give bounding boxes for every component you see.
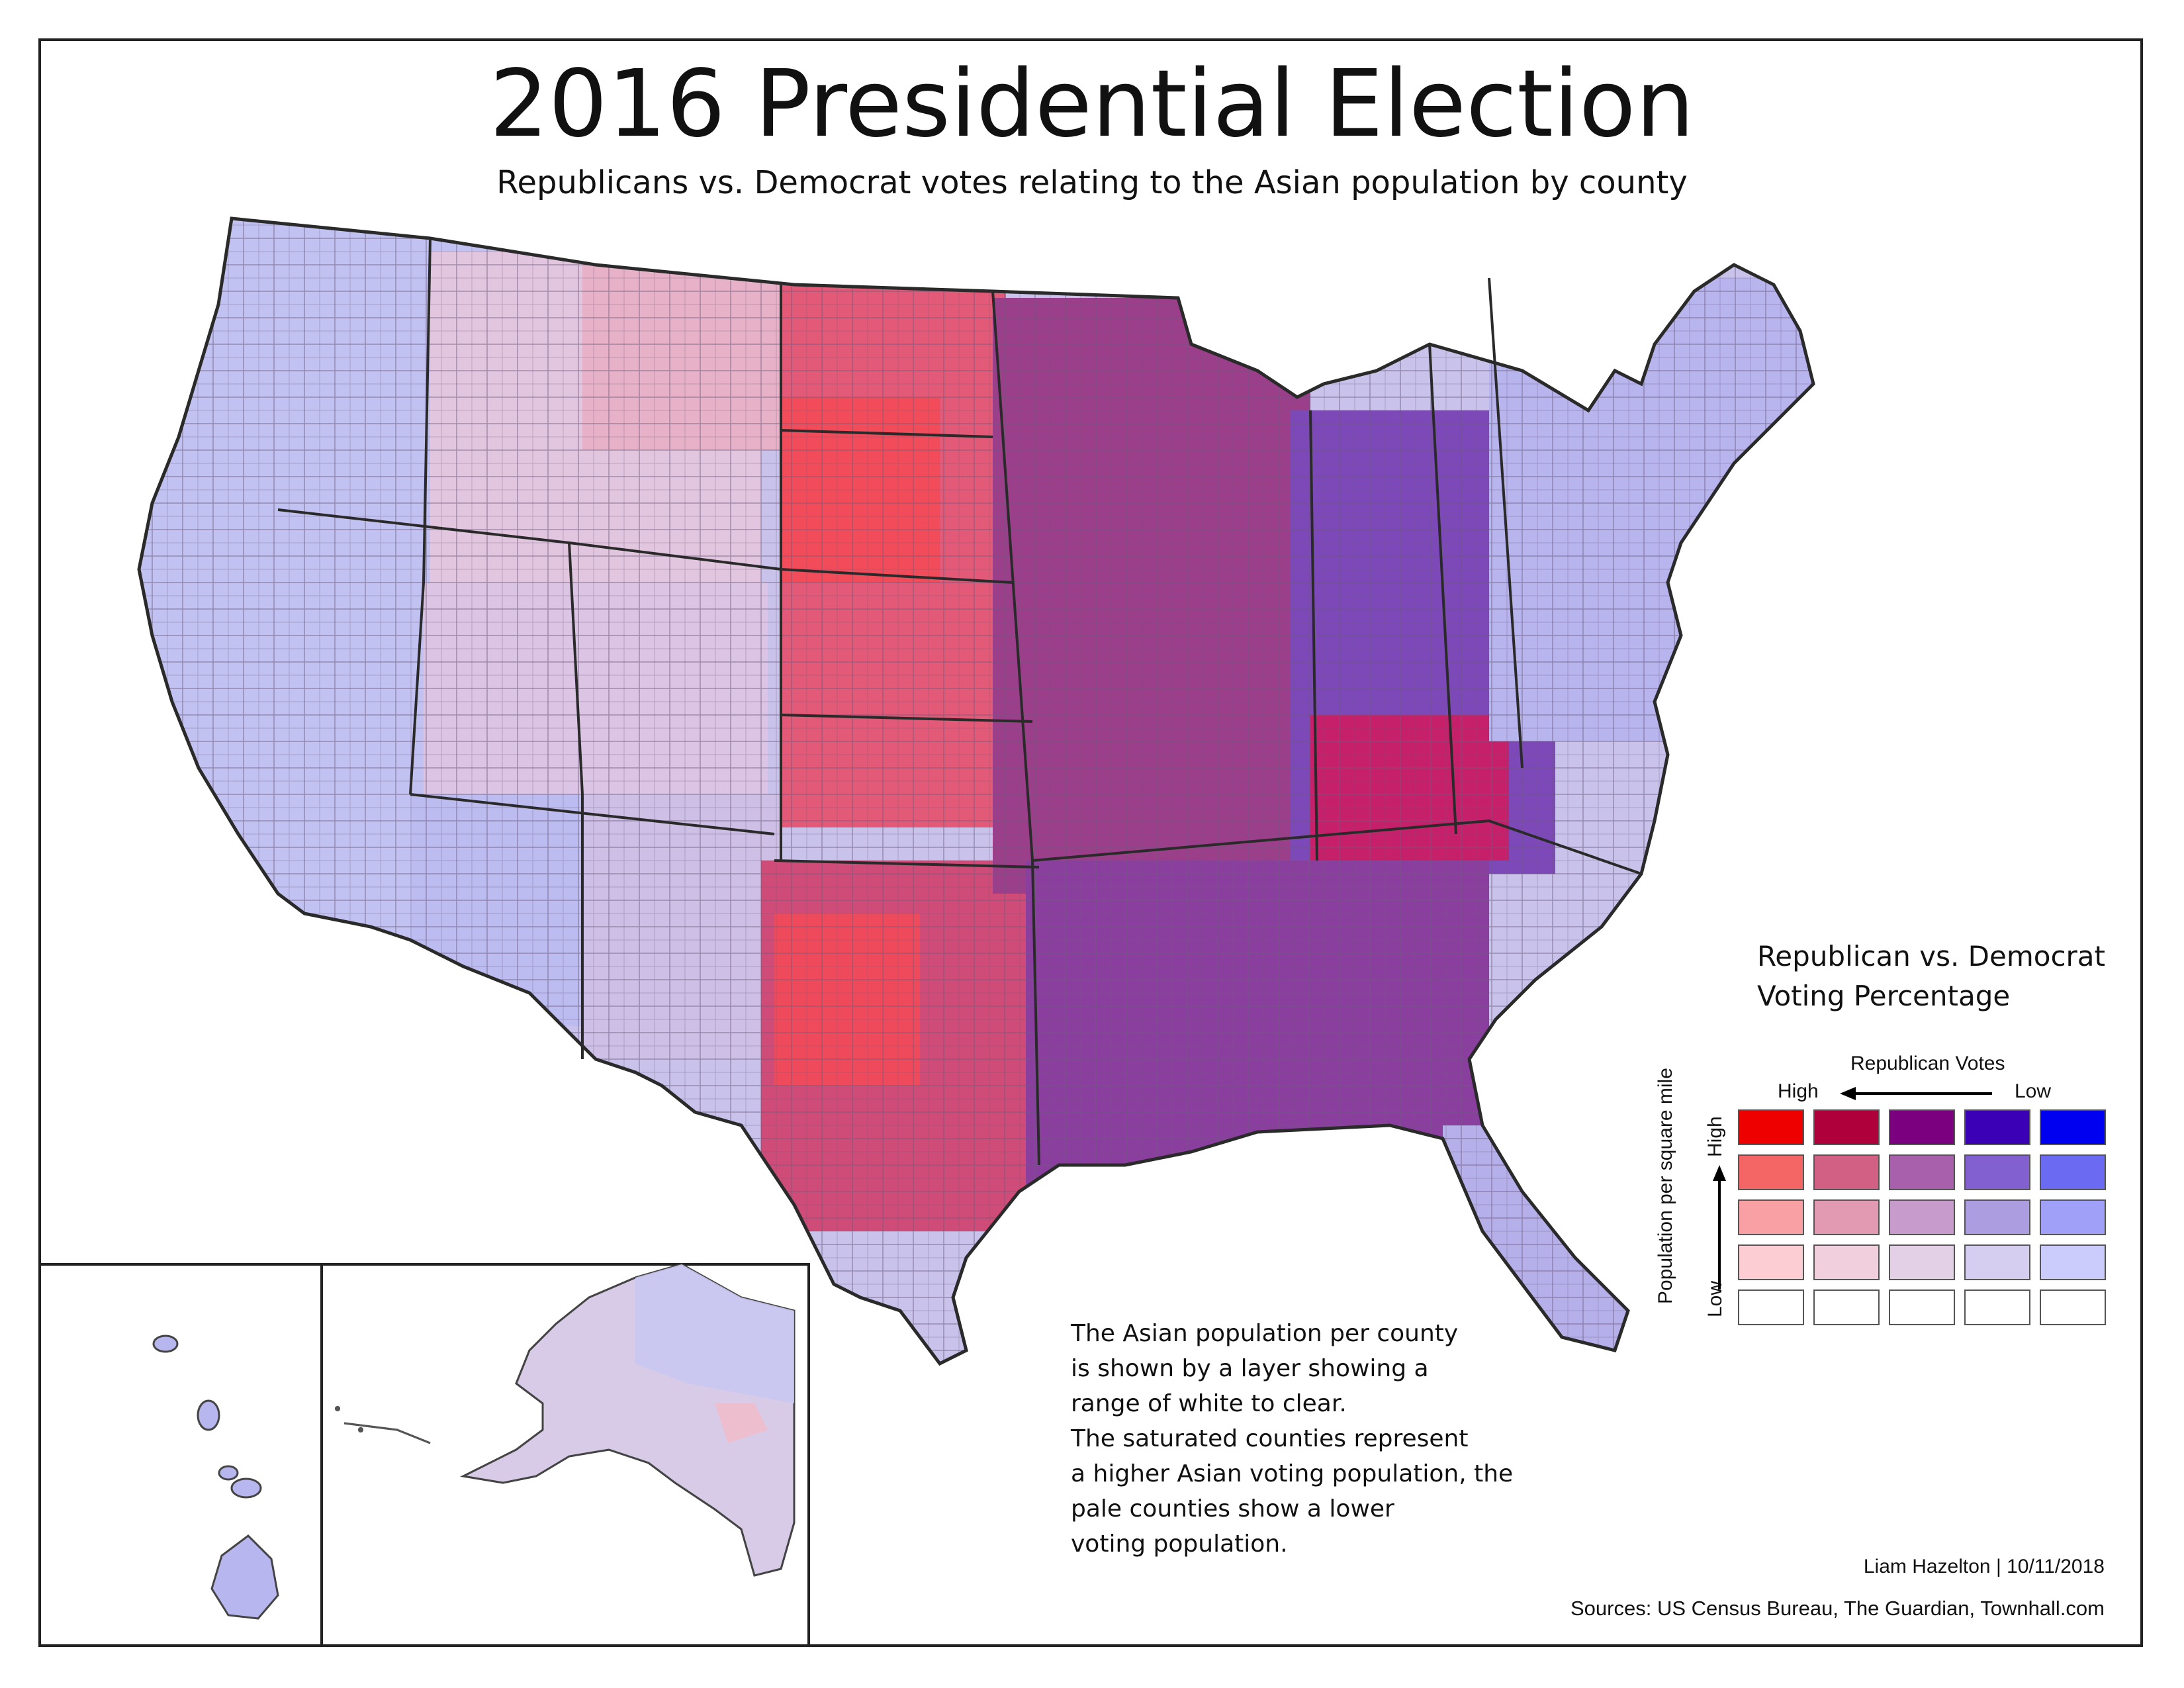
legend-swatch <box>1889 1244 1955 1280</box>
alaska-inset-frame <box>320 1263 810 1647</box>
legend-swatch <box>1813 1199 1880 1235</box>
legend-swatch <box>2040 1154 2106 1190</box>
legend-color-grid <box>1738 1109 2106 1325</box>
legend-swatch <box>1964 1289 2030 1325</box>
hawaii-inset-frame <box>38 1263 323 1647</box>
legend-swatch <box>1813 1109 1880 1145</box>
note-line: range of white to clear. <box>1071 1390 1347 1417</box>
legend-swatch <box>1964 1154 2030 1190</box>
note-line: a higher Asian voting population, the <box>1071 1460 1514 1487</box>
note-line: is shown by a layer showing a <box>1071 1355 1429 1382</box>
legend-swatch <box>1813 1244 1880 1280</box>
legend-title-line2: Voting Percentage <box>1757 980 2011 1012</box>
legend-x-axis-label: Republican Votes <box>1850 1053 2005 1074</box>
state-borders <box>277 238 1642 1166</box>
legend-swatch <box>2040 1289 2106 1325</box>
map-frame <box>38 38 2143 1647</box>
legend-swatch <box>2040 1199 2106 1235</box>
legend-title: Republican vs. Democrat Voting Percentag… <box>1757 937 2128 1016</box>
legend-y-arrow-icon <box>1713 1165 1726 1289</box>
legend-swatch <box>1738 1289 1804 1325</box>
map-title: 2016 Presidential Election <box>489 50 1695 158</box>
legend-swatch <box>1813 1154 1880 1190</box>
legend-swatch <box>1813 1289 1880 1325</box>
contiguous-us <box>139 218 1813 1364</box>
legend-swatch <box>1738 1109 1804 1145</box>
explanation-note: The Asian population per county is shown … <box>1071 1316 1547 1562</box>
us-outline <box>137 216 1815 1366</box>
legend-swatch <box>1889 1199 1955 1235</box>
note-line: voting population. <box>1071 1530 1288 1558</box>
legend-x-arrow-icon <box>1840 1087 1992 1100</box>
map-subtitle: Republicans vs. Democrat votes relating … <box>496 164 1688 201</box>
legend-swatch <box>1738 1244 1804 1280</box>
note-line: pale counties show a lower <box>1071 1495 1394 1523</box>
legend-swatch <box>1889 1154 1955 1190</box>
legend-x-low: Low <box>2015 1080 2052 1102</box>
legend-swatch <box>2040 1109 2106 1145</box>
legend-swatch <box>1964 1244 2030 1280</box>
legend-swatch <box>2040 1244 2106 1280</box>
legend-swatch <box>1738 1154 1804 1190</box>
legend-x-high: High <box>1778 1080 1819 1102</box>
note-line: The saturated counties represent <box>1071 1425 1469 1452</box>
legend-swatch <box>1964 1109 2030 1145</box>
legend-swatch <box>1964 1199 2030 1235</box>
legend-y-high: High <box>1704 1116 1726 1157</box>
legend-y-axis-label: Population per square mile <box>1655 1068 1676 1304</box>
author-credit: Liam Hazelton | 10/11/2018 <box>1863 1556 2105 1577</box>
legend-swatch <box>1889 1109 1955 1145</box>
note-line: The Asian population per county <box>1071 1320 1459 1347</box>
sources-text: Sources: US Census Bureau, The Guardian,… <box>1570 1597 2105 1620</box>
legend-swatch <box>1738 1199 1804 1235</box>
legend-title-line1: Republican vs. Democrat <box>1757 940 2106 972</box>
legend-swatch <box>1889 1289 1955 1325</box>
